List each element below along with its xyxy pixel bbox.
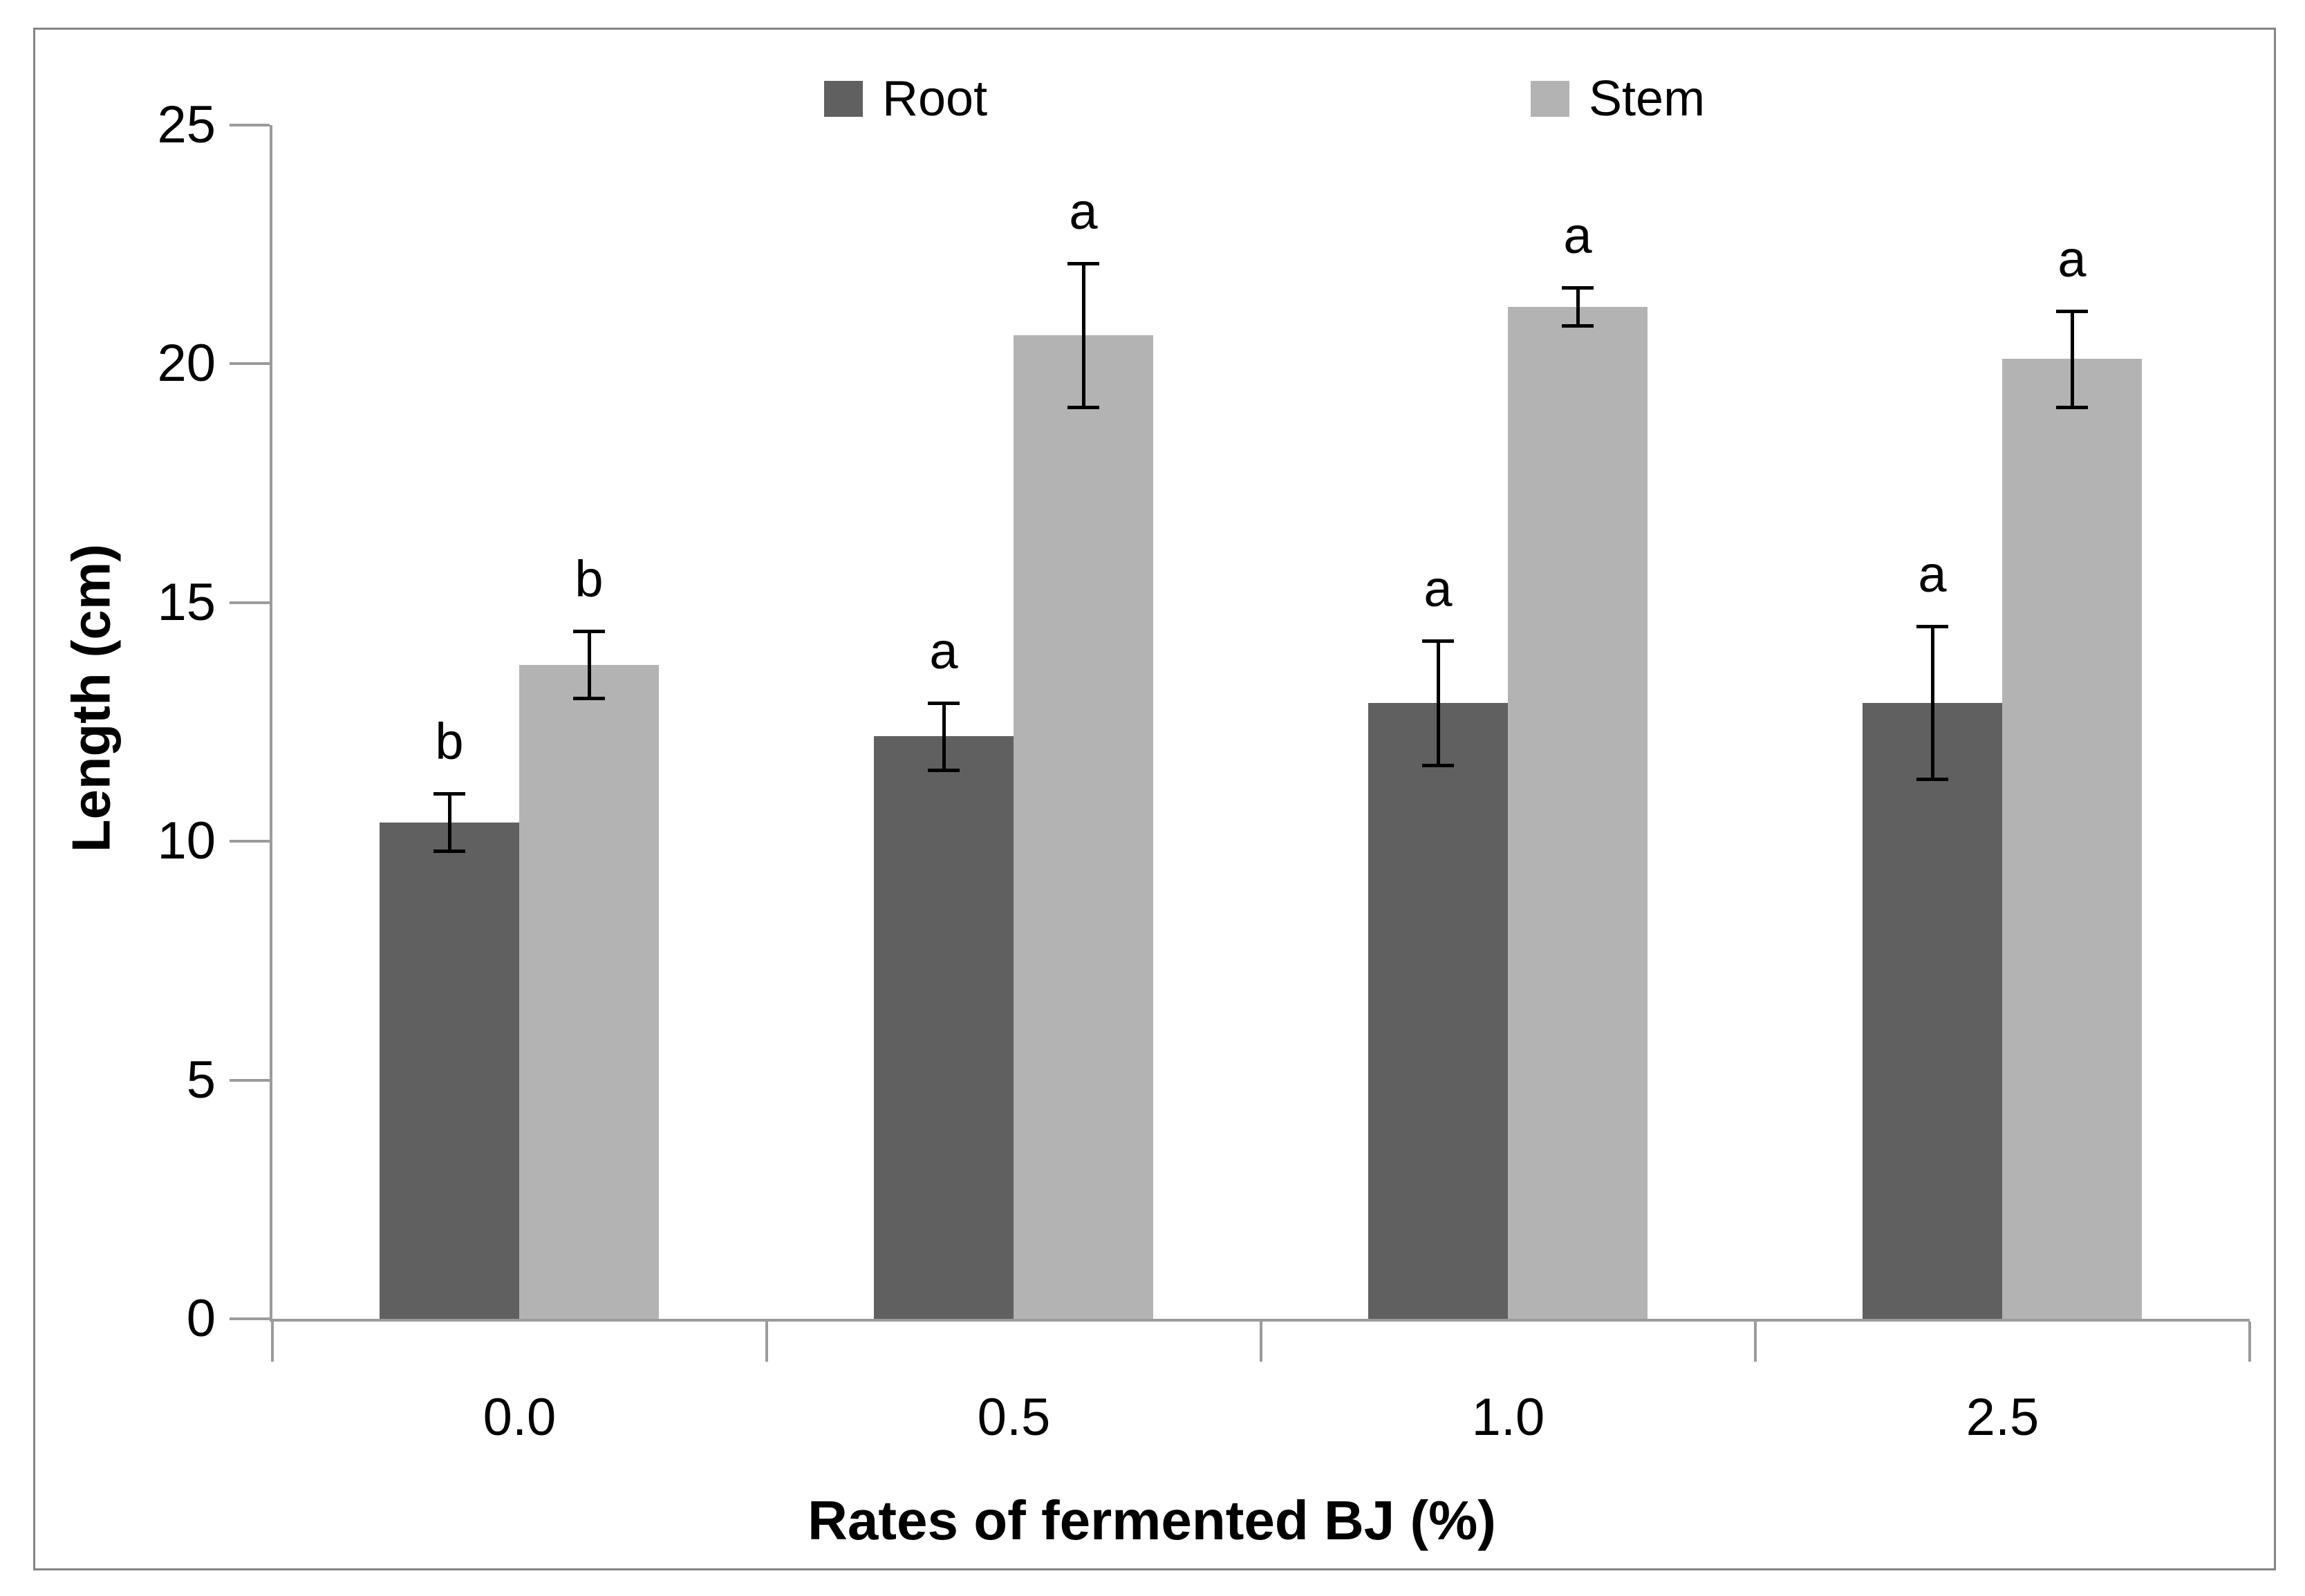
sig-letter: a (2057, 230, 2087, 288)
sig-letter: a (1069, 182, 1098, 241)
bar-root-2.5 (1863, 702, 2002, 1319)
bar-root-1.0 (1368, 702, 1508, 1319)
x-tick-mark (765, 1322, 768, 1362)
y-tick-mark (230, 124, 270, 126)
error-bar-vertical (1576, 287, 1580, 326)
bar-root-0.5 (874, 736, 1014, 1319)
bar-stem-1.0 (1508, 306, 1648, 1319)
x-tick-mark (1260, 1322, 1262, 1362)
y-tick-label: 10 (157, 811, 216, 871)
bar-root-0.0 (380, 822, 519, 1319)
error-bar-cap-bottom (1562, 324, 1594, 328)
sig-letter: a (1424, 560, 1453, 618)
error-bar-cap-top (1562, 285, 1594, 290)
x-tick-mark (1754, 1322, 1757, 1362)
bar-stem-0.5 (1014, 335, 1153, 1319)
error-bar-cap-top (1067, 262, 1099, 266)
bar-stem-2.5 (2002, 359, 2142, 1319)
y-axis-line (270, 125, 272, 1322)
error-bar-vertical (942, 702, 946, 770)
error-bar-cap-top (2056, 310, 2088, 314)
y-tick-label: 15 (157, 572, 216, 632)
x-tick-label: 0.5 (977, 1388, 1051, 1447)
error-bar-cap-bottom (1422, 763, 1454, 767)
sig-letter: b (575, 550, 604, 608)
error-bar-cap-top (1422, 639, 1454, 644)
legend-swatch-root (824, 81, 863, 117)
x-tick-label: 2.5 (1966, 1388, 2040, 1447)
y-tick-mark (230, 362, 270, 366)
x-tick-label: 1.0 (1471, 1388, 1545, 1447)
sig-letter: b (435, 713, 464, 771)
error-bar-cap-top (573, 630, 605, 634)
error-bar-cap-bottom (573, 696, 605, 700)
error-bar-vertical (1436, 641, 1440, 765)
x-axis-line (270, 1319, 2250, 1322)
error-bar-cap-bottom (928, 768, 960, 772)
error-bar-cap-top (928, 701, 960, 705)
y-tick-label: 25 (157, 95, 216, 154)
error-bar-cap-bottom (2056, 405, 2088, 409)
y-tick-mark (230, 1078, 270, 1082)
y-tick-label: 0 (186, 1289, 216, 1348)
bar-stem-0.0 (519, 664, 659, 1319)
error-bar-cap-bottom (1067, 405, 1099, 409)
error-bar-vertical (1081, 263, 1085, 407)
legend-item-root: Root (824, 74, 987, 124)
legend-item-stem: Stem (1531, 74, 1705, 124)
sig-letter: a (929, 621, 958, 679)
error-bar-cap-bottom (433, 849, 465, 854)
x-tick-label: 0.0 (483, 1388, 557, 1447)
error-bar-vertical (587, 631, 591, 698)
x-tick-mark (271, 1322, 274, 1362)
y-tick-mark (230, 1317, 270, 1320)
x-tick-mark (2248, 1322, 2251, 1362)
sig-letter: a (1563, 206, 1592, 264)
legend-label-root: Root (882, 71, 988, 126)
y-tick-mark (230, 601, 270, 604)
legend-label-stem: Stem (1589, 71, 1706, 126)
error-bar-vertical (1930, 626, 1934, 780)
y-tick-label: 20 (157, 334, 216, 393)
y-tick-label: 5 (186, 1050, 216, 1109)
y-tick-mark (230, 840, 270, 843)
error-bar-cap-bottom (1916, 778, 1948, 782)
error-bar-cap-top (433, 792, 465, 796)
error-bar-vertical (447, 794, 451, 851)
legend-swatch-stem (1531, 81, 1569, 117)
error-bar-cap-top (1916, 625, 1948, 629)
error-bar-vertical (2070, 311, 2074, 407)
x-axis-title: Rates of fermented BJ (%) (808, 1490, 1496, 1551)
sig-letter: a (1918, 545, 1947, 603)
